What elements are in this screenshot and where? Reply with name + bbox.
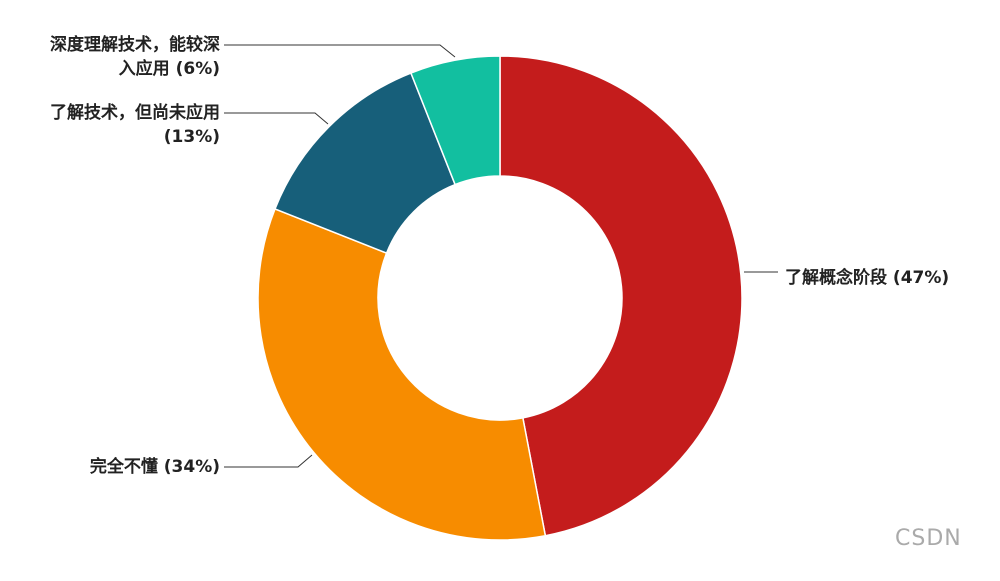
slice-label: 了解概念阶段 (47%) (785, 266, 985, 290)
leader-line (224, 44, 456, 58)
value-label: (34%) (163, 457, 220, 477)
slice-label: 了解技术，但尚未应用 (13%) (40, 101, 220, 149)
value-label: (6%) (175, 59, 220, 79)
donut-slice (409, 55, 501, 186)
value-label: (13%) (163, 127, 220, 147)
category-label: 了解技术，但尚未应用 (50, 103, 220, 123)
slice-label: 完全不懂 (34%) (40, 455, 220, 479)
category-label: 深度理解技术，能较深入应用 (50, 35, 220, 79)
donut-slice (257, 207, 547, 541)
watermark: CSDN (895, 526, 962, 551)
donut-slice (274, 72, 457, 255)
slice-label: 深度理解技术，能较深入应用 (6%) (40, 33, 220, 81)
donut-slice (499, 55, 743, 537)
category-label: 了解概念阶段 (785, 268, 887, 288)
leader-line (224, 112, 329, 125)
value-label: (47%) (892, 268, 950, 288)
leader-line (224, 454, 313, 468)
category-label: 完全不懂 (89, 457, 158, 477)
